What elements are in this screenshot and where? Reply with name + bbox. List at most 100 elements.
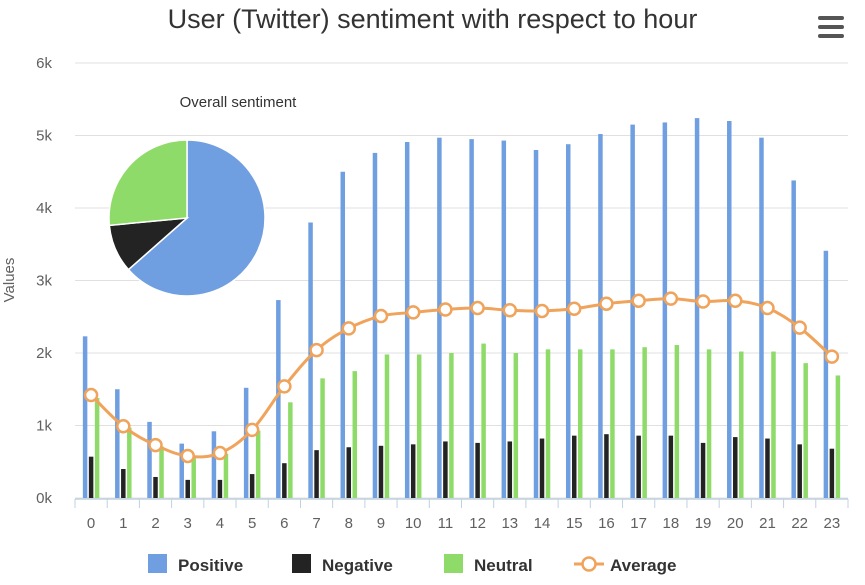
- bar-neutral: [127, 427, 132, 498]
- average-point: [405, 305, 421, 320]
- average-point: [599, 296, 614, 311]
- bar-neutral: [94, 397, 100, 498]
- x-tick-label: 2: [151, 515, 159, 532]
- y-tick-label: 6k: [36, 55, 52, 72]
- pie-title: Overall sentiment: [180, 94, 298, 111]
- x-tick-label: 4: [216, 515, 224, 532]
- bar-positive: [469, 139, 474, 498]
- y-tick-label: 5k: [36, 128, 52, 145]
- bar-positive: [598, 134, 603, 499]
- bar-negative: [443, 441, 448, 498]
- chart-title: User (Twitter) sentiment with respect to…: [167, 4, 698, 34]
- average-line-path: [90, 297, 833, 459]
- legend-neutral-swatch: [444, 554, 463, 573]
- bar-positive: [759, 137, 764, 499]
- bar-negative: [153, 476, 158, 498]
- x-tick-label: 21: [759, 515, 776, 532]
- bar-neutral: [352, 371, 358, 498]
- bar-neutral: [191, 455, 196, 498]
- bar-neutral: [706, 349, 712, 498]
- bars: [82, 118, 841, 499]
- bar-positive: [533, 150, 539, 498]
- bar-negative: [282, 463, 287, 498]
- x-tick-label: 22: [791, 515, 808, 532]
- bar-negative: [249, 474, 255, 498]
- bar-neutral: [610, 349, 615, 498]
- bar-neutral: [803, 363, 808, 498]
- legend-neutral-label: Neutral: [474, 556, 533, 575]
- average-point: [728, 293, 743, 309]
- average-point: [244, 422, 260, 438]
- x-tick-label: 23: [824, 515, 841, 532]
- average-point: [760, 300, 775, 316]
- bar-positive: [243, 387, 249, 498]
- bar-negative: [700, 442, 706, 498]
- pie-slice-positive: [127, 139, 266, 297]
- y-tick-label: 3k: [36, 273, 52, 290]
- bar-neutral: [449, 353, 454, 498]
- bar-negative: [475, 442, 480, 498]
- x-tick-label: 19: [695, 515, 712, 532]
- average-point: [792, 320, 807, 335]
- bar-positive: [823, 250, 829, 498]
- bar-negative: [765, 438, 770, 498]
- average-point: [534, 303, 550, 319]
- legend-positive-label: Positive: [178, 556, 243, 575]
- x-tick-label: 15: [566, 515, 583, 532]
- bar-neutral: [481, 343, 486, 498]
- bar-positive: [372, 152, 378, 498]
- bar-positive: [340, 171, 346, 498]
- x-tick-label: 0: [87, 515, 95, 532]
- bar-negative: [797, 444, 802, 498]
- average-point: [631, 293, 646, 309]
- legend-negative-label: Negative: [322, 556, 393, 575]
- bar-negative: [636, 435, 641, 498]
- bar-positive: [147, 421, 152, 498]
- y-axis-label: Values: [1, 258, 18, 303]
- bar-negative: [829, 448, 835, 498]
- average-point: [116, 418, 131, 434]
- y-tick-label: 0k: [36, 490, 52, 507]
- x-tick-label: 12: [469, 515, 486, 532]
- legend-positive-swatch: [148, 554, 167, 573]
- bar-negative: [539, 438, 545, 498]
- x-tick-label: 1: [119, 515, 127, 532]
- bar-positive: [791, 180, 796, 498]
- bar-negative: [217, 479, 223, 498]
- bar-negative: [185, 479, 190, 498]
- bar-positive: [211, 431, 217, 498]
- bar-negative: [668, 435, 674, 498]
- grid-lines: [75, 62, 848, 499]
- bar-positive: [115, 389, 120, 498]
- legend-average-label: Average: [610, 556, 676, 575]
- x-tick-label: 5: [248, 515, 256, 532]
- x-tick-label: 20: [727, 515, 744, 532]
- bar-positive: [694, 118, 700, 498]
- average-point: [309, 342, 324, 358]
- bar-neutral: [545, 349, 551, 498]
- x-tick-label: 18: [663, 515, 680, 532]
- bar-neutral: [159, 446, 164, 498]
- legend-negative-swatch: [292, 554, 311, 573]
- average-point: [502, 302, 518, 318]
- x-tick-label: 8: [345, 515, 353, 532]
- bar-negative: [346, 447, 352, 498]
- bar-positive: [82, 336, 88, 498]
- bar-neutral: [320, 378, 325, 498]
- average-point: [470, 300, 485, 316]
- bar-neutral: [513, 353, 519, 498]
- bar-neutral: [288, 402, 293, 498]
- x-tick-label: 16: [598, 515, 615, 532]
- bar-neutral: [416, 354, 422, 498]
- bar-neutral: [642, 347, 647, 498]
- bar-neutral: [384, 354, 390, 498]
- bar-negative: [378, 445, 384, 498]
- average-point: [180, 448, 195, 464]
- average-point: [148, 437, 163, 453]
- bar-neutral: [835, 375, 841, 498]
- bar-positive: [404, 142, 410, 498]
- x-tick-label: 7: [312, 515, 320, 532]
- hamburger-menu-icon[interactable]: [818, 16, 844, 38]
- bar-positive: [630, 124, 635, 498]
